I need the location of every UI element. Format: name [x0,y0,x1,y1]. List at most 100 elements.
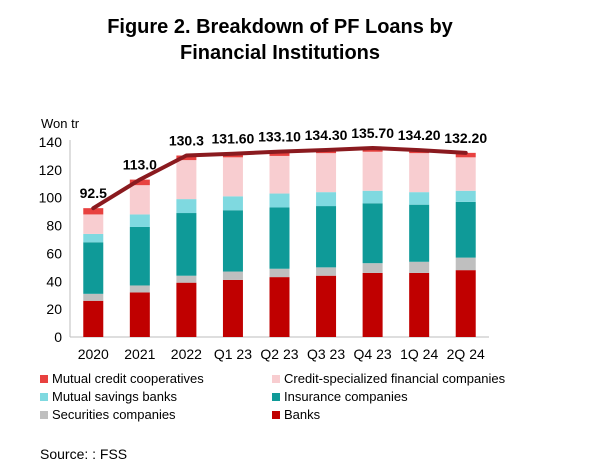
bar-segment-banks [83,300,104,337]
bar-segment-credit_specialized [316,153,337,193]
bar-segment-credit_specialized [83,214,104,234]
total-data-label: 130.3 [169,133,204,149]
bar-segment-securities [129,285,150,293]
bar-segment-credit_specialized [269,155,290,194]
legend-swatch [40,374,48,383]
y-tick-label: 20 [46,301,62,317]
legend-item: Mutual credit cooperatives [40,371,204,386]
legend-item: Insurance companies [272,389,408,404]
legend-label: Credit-specialized financial companies [284,371,506,386]
bar-segment-credit_specialized [455,157,476,191]
bar-segment-securities [316,267,337,276]
legend-swatch [40,410,48,419]
total-data-label: 133.10 [258,129,301,145]
bar-segment-insurance [129,226,150,286]
source-note: Source: : FSS [40,446,128,462]
y-tick-label: 40 [46,273,62,289]
y-tick-label: 100 [39,190,63,206]
bar-segment-mutual_savings [83,233,104,243]
bar-segment-mutual_credit [129,179,150,186]
total-data-label: 132.20 [444,130,487,146]
x-tick-label: 2022 [171,346,202,362]
bar-segment-mutual_savings [316,192,337,207]
x-tick-label: Q1 23 [214,346,252,362]
total-data-label: 134.30 [305,127,348,143]
bar-segment-mutual_credit [269,151,290,156]
bar-segment-banks [409,272,430,337]
x-tick-label: 2020 [78,346,109,362]
bar-segment-mutual_credit [176,155,197,161]
x-tick-label: Q4 23 [354,346,392,362]
bar-segment-banks [362,272,383,337]
legend-label: Mutual credit cooperatives [52,371,204,386]
bar-segment-mutual_savings [269,193,290,208]
chart-title-line-2: Financial Institutions [179,42,380,64]
chart-title-line-1: Figure 2. Breakdown of PF Loans by [107,16,453,38]
bar-segment-insurance [362,203,383,264]
bar-segment-securities [409,261,430,273]
x-tick-label: Q2 23 [260,346,298,362]
bar-segment-banks [129,292,150,337]
bar-segment-securities [222,271,243,280]
bar-segment-mutual_savings [222,196,243,211]
y-tick-label: 80 [46,218,62,234]
bar-segment-insurance [83,242,104,294]
legend-swatch [272,392,280,401]
y-tick-label: 140 [39,134,63,150]
bar-segment-mutual_credit [83,208,104,215]
bar-segment-insurance [269,207,290,269]
bar-segment-insurance [316,206,337,268]
total-data-label: 113.0 [123,157,157,173]
bar-segment-insurance [222,210,243,272]
bar-segment-mutual_savings [129,214,150,227]
bar-segment-credit_specialized [222,157,243,197]
bar-segment-banks [316,275,337,337]
total-data-label: 92.5 [80,185,107,201]
bar-segment-banks [269,277,290,337]
legend-label: Securities companies [52,407,176,422]
y-tick-label: 120 [39,162,63,178]
y-tick-label: 60 [46,245,62,261]
x-tick-label: Q3 23 [307,346,345,362]
bar-segment-insurance [455,201,476,258]
legend-item: Mutual savings banks [40,389,177,404]
bar-segment-mutual_savings [176,199,197,214]
bar-segment-securities [83,293,104,301]
bar-segment-banks [222,279,243,337]
total-data-label: 134.20 [398,127,441,143]
bar-segment-banks [176,282,197,337]
total-data-label: 135.70 [351,125,394,141]
total-data-label: 131.60 [212,131,255,147]
x-tick-label: 2Q 24 [447,346,485,362]
x-tick-label: 2021 [124,346,155,362]
legend-swatch [272,410,280,419]
bar-segment-insurance [176,213,197,276]
legend-label: Banks [284,407,321,422]
bar-segment-securities [362,263,383,273]
bar-segment-mutual_credit [455,152,476,158]
bar-segment-mutual_savings [455,190,476,202]
y-tick-label: 0 [54,329,62,345]
chart-title: Figure 2. Breakdown of PF Loans by Finan… [0,14,560,66]
bar-segment-securities [455,257,476,271]
legend-item: Credit-specialized financial companies [272,371,505,386]
bar-segment-mutual_savings [362,190,383,204]
stacked-bar-chart: Won tr 0 20 40 60 80 100 120 140 92.5 113.0 130.3 13… [39,116,489,362]
bar-segment-securities [176,275,197,283]
total-line [91,145,468,211]
bar-segment-banks [455,270,476,337]
bar-segment-mutual_savings [409,192,430,205]
bar-segment-credit_specialized [409,153,430,193]
bar-segment-credit_specialized [129,185,150,215]
x-tick-label: 1Q 24 [400,346,438,362]
y-axis-label: Won tr [41,116,80,131]
bar-segment-securities [269,268,290,278]
legend-swatch [40,392,48,401]
legend-label: Insurance companies [284,389,408,404]
legend-item: Banks [272,407,320,422]
legend-item: Securities companies [40,407,176,422]
bar-segment-credit_specialized [176,160,197,200]
legend-swatch [272,374,280,383]
legend-label: Mutual savings banks [52,389,178,404]
